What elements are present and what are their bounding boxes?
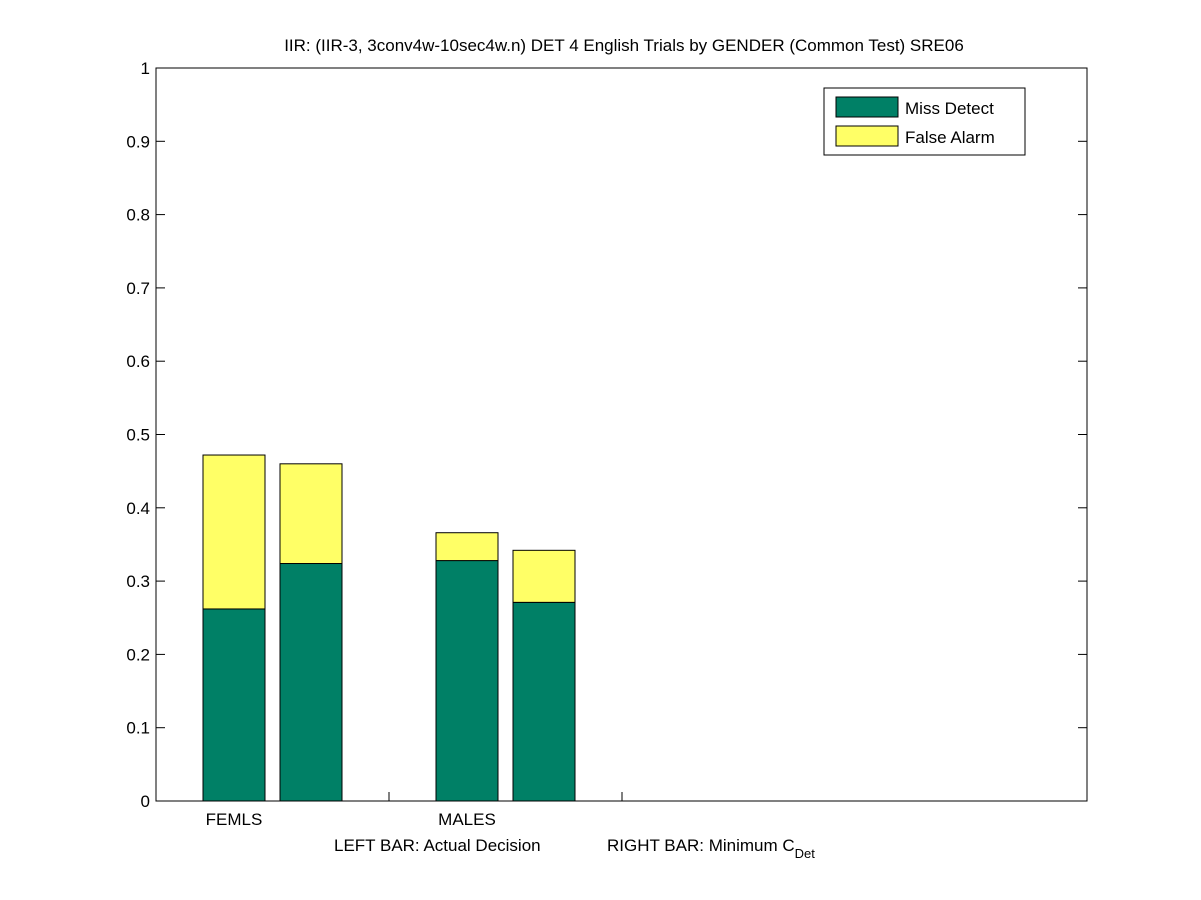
y-tick-label: 0	[141, 792, 150, 811]
x-axis-label-right: RIGHT BAR: Minimum CDet	[607, 836, 815, 861]
bar-males-minimum-false-alarm	[512, 549, 576, 603]
y-tick-label: 0.9	[126, 132, 150, 151]
x-category-label-males: MALES	[438, 810, 496, 829]
legend-label-false-alarm: False Alarm	[905, 128, 995, 147]
x-axis-label-right-subscript: Det	[795, 846, 816, 861]
x-category-label-femls: FEMLS	[206, 810, 263, 829]
bar-males-minimum-miss-detect	[512, 601, 576, 802]
y-tick-label: 0.4	[126, 499, 150, 518]
legend-swatch-miss-detect	[835, 96, 899, 118]
ticks-layer: 0 0.1 0.2 0.3 0.4 0.5 0.6 0.7 0.8 0.9 1 FEMLS MALES	[126, 59, 1087, 829]
y-tick-label: 0.1	[126, 719, 150, 738]
bar-males-actual-false-alarm	[435, 532, 499, 562]
legend-label-miss-detect: Miss Detect	[905, 99, 994, 118]
x-axis-label-left: LEFT BAR: Actual Decision	[334, 836, 541, 855]
legend: Miss Detect False Alarm	[823, 87, 1026, 156]
chart-title: IIR: (IIR-3, 3conv4w-10sec4w.n) DET 4 En…	[284, 36, 964, 55]
legend-swatch-false-alarm	[835, 125, 899, 147]
bars-layer	[202, 454, 576, 802]
x-axis-label-right-main: RIGHT BAR: Minimum C	[607, 836, 795, 855]
bar-femls-minimum-miss-detect	[279, 563, 343, 802]
y-tick-label: 0.3	[126, 572, 150, 591]
y-tick-label: 0.8	[126, 206, 150, 225]
y-tick-label: 0.7	[126, 279, 150, 298]
y-tick-label: 1	[141, 59, 150, 78]
y-tick-label: 0.2	[126, 645, 150, 664]
bar-femls-actual-false-alarm	[202, 454, 266, 610]
y-tick-label: 0.6	[126, 352, 150, 371]
bar-males-actual-miss-detect	[435, 560, 499, 802]
y-tick-label: 0.5	[126, 426, 150, 445]
bar-femls-actual-miss-detect	[202, 608, 266, 802]
bar-femls-minimum-false-alarm	[279, 463, 343, 565]
